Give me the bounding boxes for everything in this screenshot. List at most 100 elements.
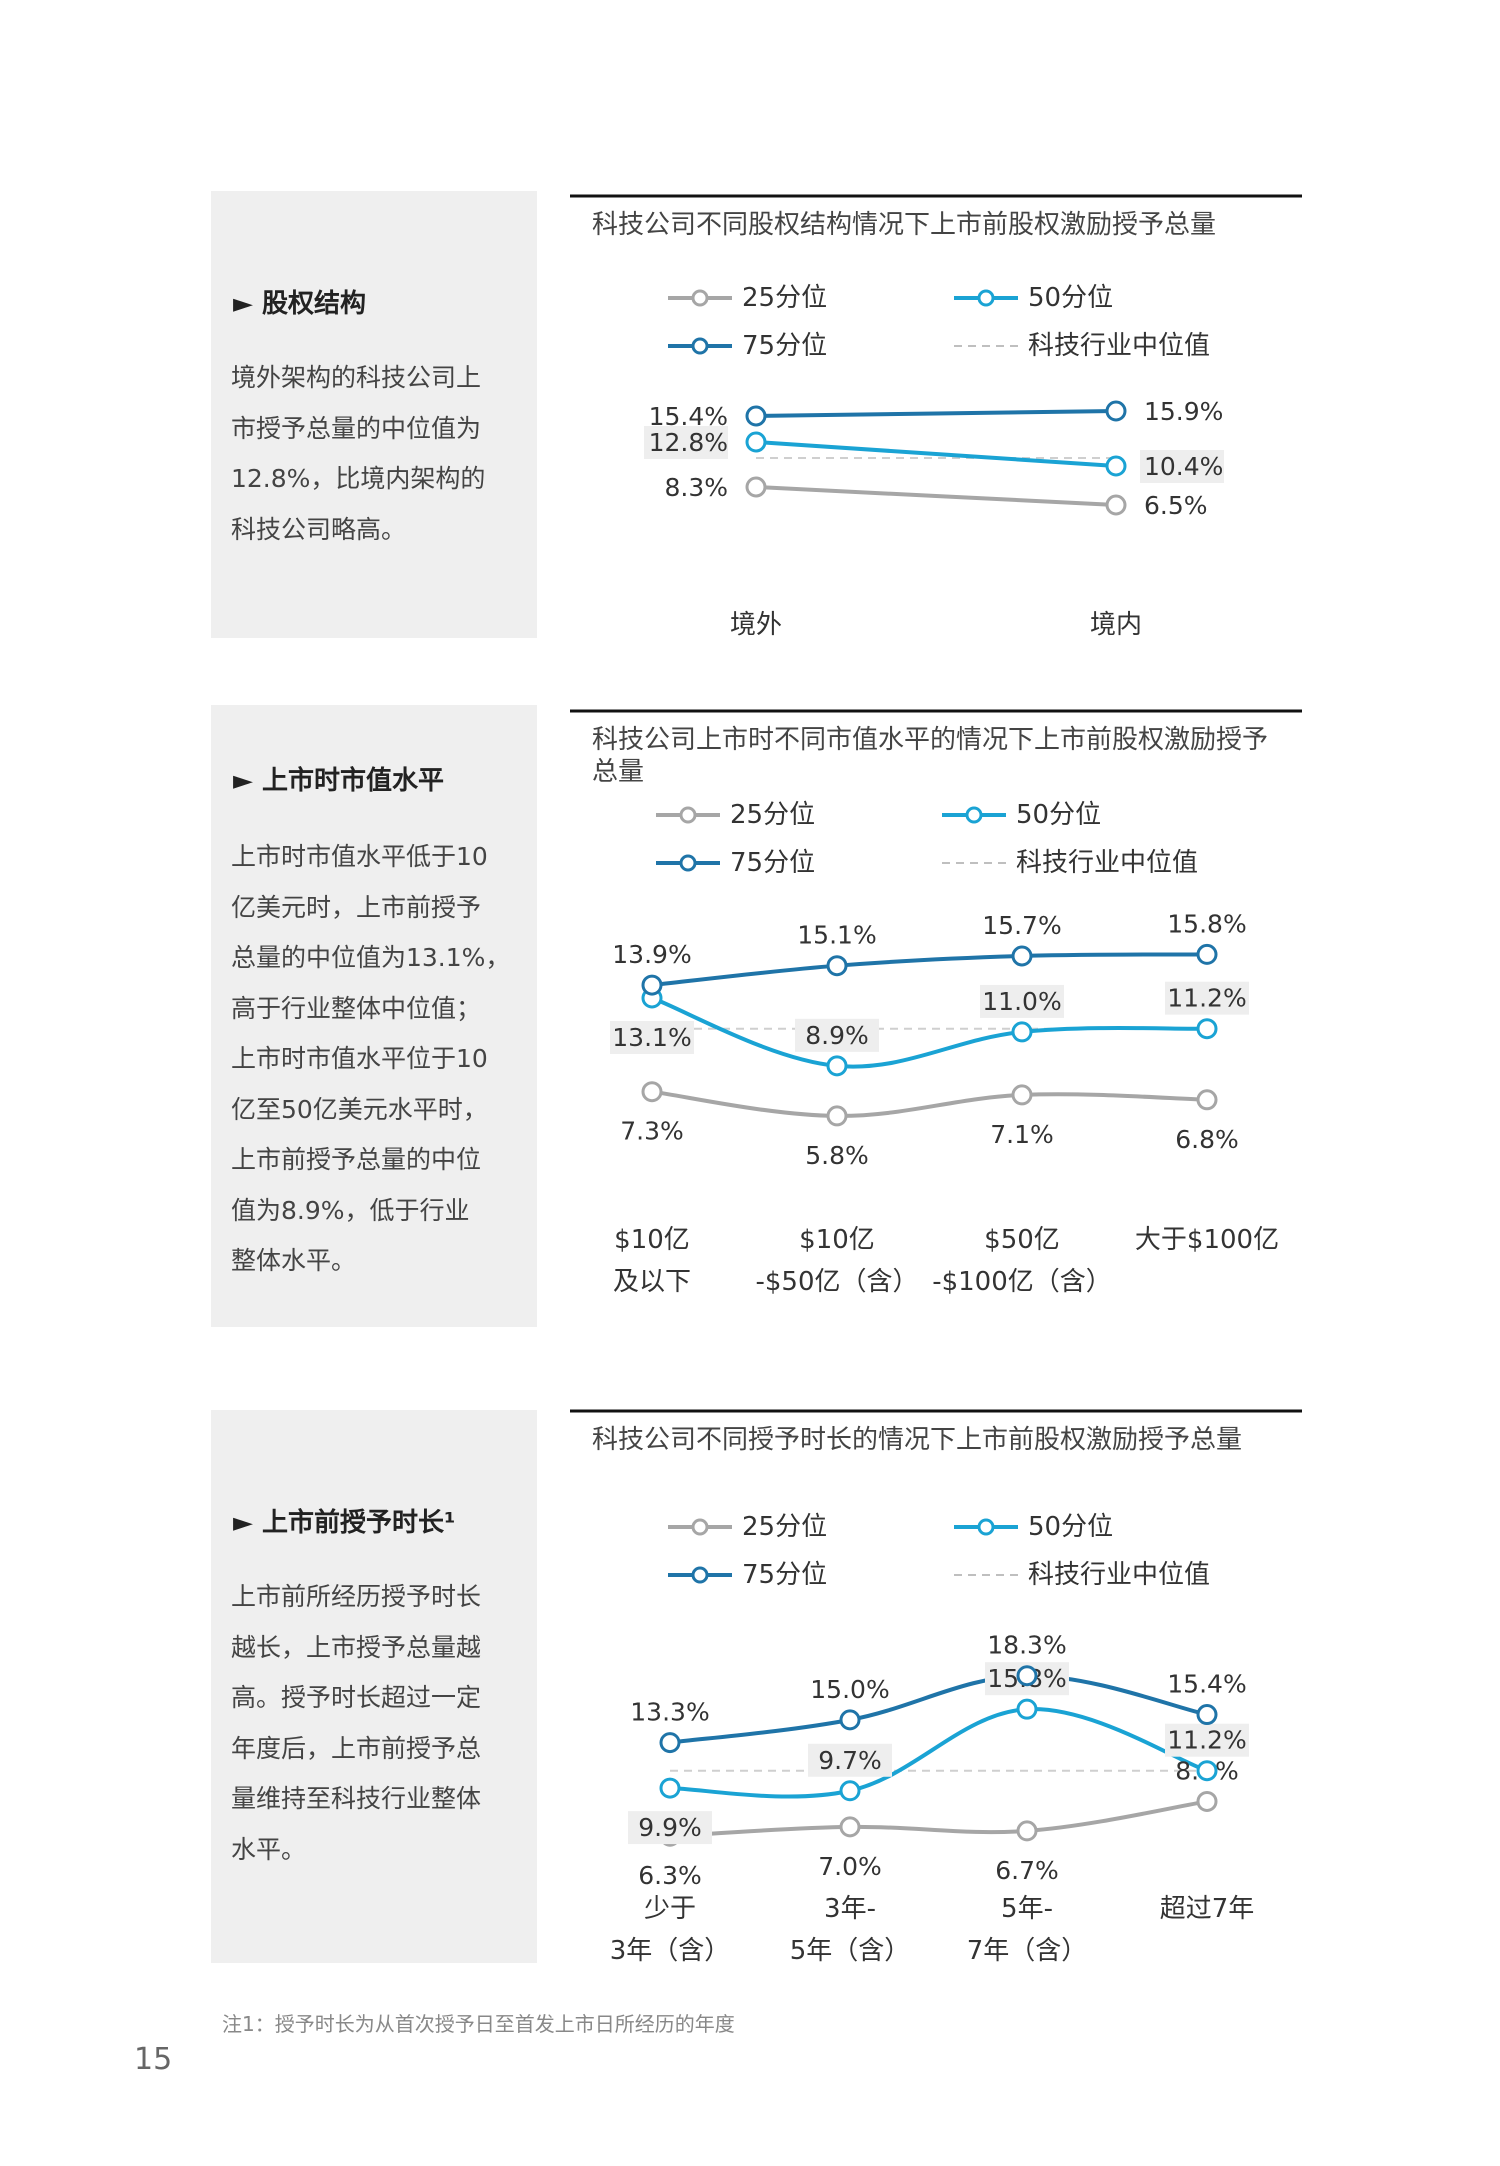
description-line: 值为8.9%，低于行业 — [231, 1195, 470, 1225]
legend-label: 25分位 — [730, 800, 815, 830]
series-line — [651, 1089, 1208, 1118]
data-label: 7.0% — [818, 1852, 882, 1881]
data-point — [1016, 1698, 1038, 1720]
data-point — [839, 1816, 861, 1838]
description-line: 亿至50亿美元水平时， — [231, 1094, 488, 1124]
description-line: 高于行业整体中位值； — [231, 993, 482, 1023]
data-label: 6.7% — [995, 1856, 1059, 1885]
description-line: 境外架构的科技公司上 — [231, 363, 482, 392]
legend-label: 75分位 — [742, 331, 827, 361]
x-category-label: $10亿 — [799, 1225, 875, 1255]
description-line: 总量的中位值为13.1%， — [231, 943, 511, 972]
data-label: 6.3% — [638, 1861, 702, 1890]
legend-label: 50分位 — [1028, 1512, 1113, 1542]
sidebar-box-grant-duration: ► 上市前授予时长¹ 上市前所经历授予时长 越长，上市授予总量越 高。授予时长超… — [211, 1410, 537, 1963]
data-label: 6.5% — [1144, 491, 1208, 520]
section-title: ► 上市前授予时长¹ — [233, 1508, 456, 1538]
data-label-background — [980, 984, 1064, 1018]
legend-label: 75分位 — [742, 1560, 827, 1590]
series-line — [651, 996, 1208, 1069]
data-label-background — [628, 1811, 712, 1845]
data-point — [1011, 945, 1033, 967]
section-description: 境外架构的科技公司上 市授予总量的中位值为 12.8%，比境内架构的 科技公司略… — [231, 353, 523, 555]
data-label: 13.9% — [612, 940, 691, 969]
legend-label: 50分位 — [1016, 800, 1101, 830]
data-label-background — [644, 426, 728, 459]
x-category-label: -$100亿（含） — [932, 1267, 1112, 1297]
data-point — [745, 476, 767, 498]
data-point — [659, 1732, 681, 1754]
data-label: 9.7% — [818, 1746, 882, 1775]
data-label: 7.1% — [990, 1120, 1054, 1149]
x-category-label: -$50亿（含） — [755, 1267, 918, 1297]
data-label-background — [1165, 1723, 1249, 1757]
sidebar-box-market-cap: ► 上市时市值水平 上市时市值水平低于10 亿美元时，上市前授予 总量的中位值为… — [211, 705, 537, 1327]
data-label: 13.1% — [612, 1023, 691, 1052]
description-line: 上市时市值水平低于10 — [231, 842, 488, 871]
data-label: 15.4% — [1167, 1670, 1246, 1699]
data-point — [745, 405, 767, 427]
data-label-background — [808, 1743, 892, 1777]
x-category-label: 超过7年 — [1160, 1894, 1255, 1924]
description-line: 年度后，上市前授予总 — [231, 1733, 482, 1763]
data-point — [826, 955, 848, 977]
data-label: 5.8% — [805, 1141, 869, 1170]
data-label: 7.3% — [620, 1117, 684, 1146]
description-line: 市授予总量的中位值为 — [231, 413, 482, 443]
description-line: 12.8%，比境内架构的 — [231, 464, 486, 493]
data-label-background — [610, 1021, 694, 1054]
data-point — [1196, 1790, 1218, 1812]
legend-label: 25分位 — [742, 283, 827, 313]
series-line — [669, 1707, 1208, 1799]
data-label: 18.3% — [987, 1631, 1066, 1660]
data-point — [1196, 1760, 1218, 1782]
description-line: 亿美元时，上市前授予 — [231, 892, 482, 922]
x-category-label: 大于$100亿 — [1135, 1225, 1279, 1255]
x-category-label: 少于 — [644, 1894, 696, 1924]
data-label: 15.4% — [649, 402, 728, 431]
data-point — [1196, 1089, 1218, 1111]
description-line: 量维持至科技行业整体 — [231, 1784, 482, 1813]
x-category-label: 境外 — [730, 610, 782, 640]
data-point — [1011, 1021, 1033, 1043]
data-label: 12.8% — [649, 428, 728, 457]
data-label: 10.4% — [1144, 452, 1223, 481]
legend-marker — [691, 337, 709, 355]
data-label-background — [1165, 981, 1249, 1015]
data-point — [1011, 1084, 1033, 1106]
description-line: 越长，上市授予总量越 — [231, 1632, 482, 1662]
legend-marker — [691, 1518, 709, 1536]
legend-marker — [977, 1518, 995, 1536]
series-line — [651, 952, 1208, 988]
data-label: 8.9% — [805, 1021, 869, 1050]
data-label: 6.8% — [1175, 1125, 1239, 1154]
footnote: 注1：授予时长为从首次授予日至首发上市日所经历的年度 — [222, 2012, 735, 2036]
section-title: ► 股权结构 — [233, 289, 367, 319]
data-label: 15.8% — [1167, 909, 1246, 938]
data-point — [1016, 1665, 1038, 1687]
description-line: 上市前授予总量的中位 — [231, 1145, 482, 1174]
x-category-label: 境内 — [1090, 610, 1142, 640]
legend-label: 科技行业中位值 — [1028, 1560, 1210, 1590]
data-point — [1196, 1018, 1218, 1040]
chart-grant-duration: 科技公司不同授予时长的情况下上市前股权激励授予总量 25分位 50分位 75分位 科技行… — [570, 1409, 1302, 1966]
chart-equity-structure: 科技公司不同股权结构情况下上市前股权激励授予总量 25分位 50分位 75分位 科技行业… — [570, 194, 1302, 640]
x-category-label: 3年- — [824, 1894, 876, 1924]
description-line: 水平。 — [231, 1834, 307, 1864]
chart-title: 科技公司不同授予时长的情况下上市前股权激励授予总量 — [592, 1425, 1242, 1455]
data-label-background — [795, 1018, 879, 1052]
legend-marker — [977, 289, 995, 307]
x-category-label: 3年（含） — [610, 1936, 731, 1966]
legend-label: 50分位 — [1028, 283, 1113, 313]
section-description: 上市前所经历授予时长 越长，上市授予总量越 高。授予时长超过一定 年度后，上市前… — [231, 1572, 523, 1875]
data-point — [826, 1055, 848, 1077]
data-point — [1196, 943, 1218, 965]
data-point — [839, 1709, 861, 1731]
series-line — [755, 485, 1117, 507]
data-label: 13.3% — [630, 1698, 709, 1727]
data-label-background — [1140, 450, 1224, 483]
data-point — [659, 1777, 681, 1799]
data-label: 15.9% — [1144, 397, 1223, 426]
data-label: 15.1% — [797, 921, 876, 950]
